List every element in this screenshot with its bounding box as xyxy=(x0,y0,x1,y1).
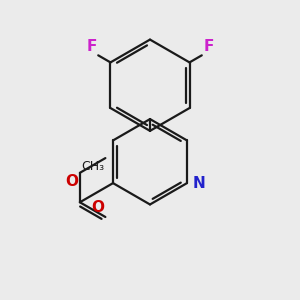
Text: F: F xyxy=(203,39,214,54)
Text: N: N xyxy=(192,176,205,190)
Text: F: F xyxy=(86,39,97,54)
Text: O: O xyxy=(91,200,104,214)
Text: O: O xyxy=(65,174,78,189)
Text: CH₃: CH₃ xyxy=(81,160,104,172)
